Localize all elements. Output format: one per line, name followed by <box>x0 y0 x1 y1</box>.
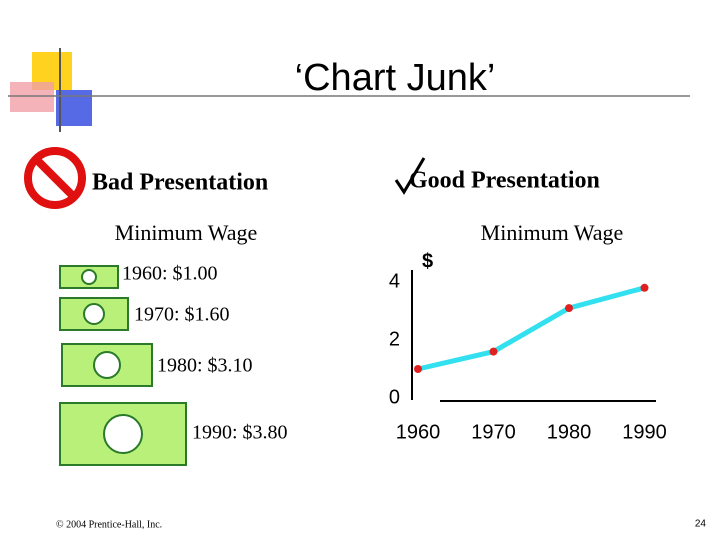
check-icon <box>394 157 426 195</box>
prohibition-icon <box>24 147 86 209</box>
y-tick-label: 4 <box>389 270 400 292</box>
data-point <box>640 283 649 292</box>
data-point <box>414 365 422 373</box>
x-tick-label: 1980 <box>547 421 592 443</box>
slide-title: ‘Chart Junk’ <box>295 57 496 99</box>
bad-heading: Bad Presentation <box>92 170 268 196</box>
bad-item: 1960: $1.00 <box>122 263 218 285</box>
bad-item: 1980: $3.10 <box>157 355 253 377</box>
bad-item: 1990: $3.80 <box>192 422 288 444</box>
page-number: 24 <box>695 519 707 530</box>
good-heading: Good Presentation <box>409 168 600 194</box>
bad-subtitle: Minimum Wage <box>115 220 258 245</box>
decoration <box>8 48 690 132</box>
data-line <box>417 285 646 372</box>
x-tick-label: 1970 <box>471 421 516 443</box>
x-tick-label: 1990 <box>622 421 667 443</box>
footer-copyright: © 2004 Prentice-Hall, Inc. <box>56 519 162 530</box>
y-axis-label: $ <box>422 250 433 272</box>
data-point <box>489 347 498 356</box>
chart-title: Minimum Wage <box>481 220 624 245</box>
bad-item: 1970: $1.60 <box>134 304 230 326</box>
y-tick-label: 2 <box>389 328 400 350</box>
y-tick-label: 0 <box>389 386 400 408</box>
dollar-bills <box>59 265 187 466</box>
x-tick-label: 1960 <box>396 421 441 443</box>
data-point <box>565 304 573 313</box>
